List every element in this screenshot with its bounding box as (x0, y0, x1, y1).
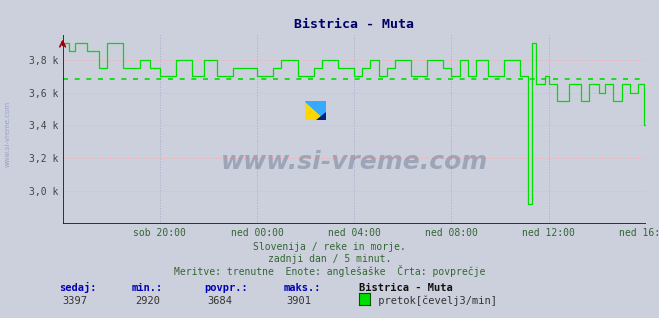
Text: www.si-vreme.com: www.si-vreme.com (5, 100, 11, 167)
Polygon shape (316, 112, 326, 120)
Text: Bistrica - Muta: Bistrica - Muta (359, 283, 453, 293)
Text: povpr.:: povpr.: (204, 283, 248, 293)
Polygon shape (304, 101, 326, 120)
Text: min.:: min.: (132, 283, 163, 293)
Text: zadnji dan / 5 minut.: zadnji dan / 5 minut. (268, 254, 391, 264)
Text: sedaj:: sedaj: (59, 282, 97, 293)
Text: 3684: 3684 (208, 296, 233, 306)
Text: 3397: 3397 (63, 296, 88, 306)
Text: pretok[čevelj3/min]: pretok[čevelj3/min] (372, 295, 498, 306)
Text: maks.:: maks.: (283, 283, 321, 293)
Text: Slovenija / reke in morje.: Slovenija / reke in morje. (253, 242, 406, 252)
Text: Meritve: trenutne  Enote: anglešaške  Črta: povprečje: Meritve: trenutne Enote: anglešaške Črta… (174, 265, 485, 277)
Text: 2920: 2920 (135, 296, 160, 306)
Text: 3901: 3901 (287, 296, 312, 306)
Polygon shape (304, 101, 326, 120)
Text: www.si-vreme.com: www.si-vreme.com (221, 150, 488, 174)
Title: Bistrica - Muta: Bistrica - Muta (294, 18, 415, 31)
